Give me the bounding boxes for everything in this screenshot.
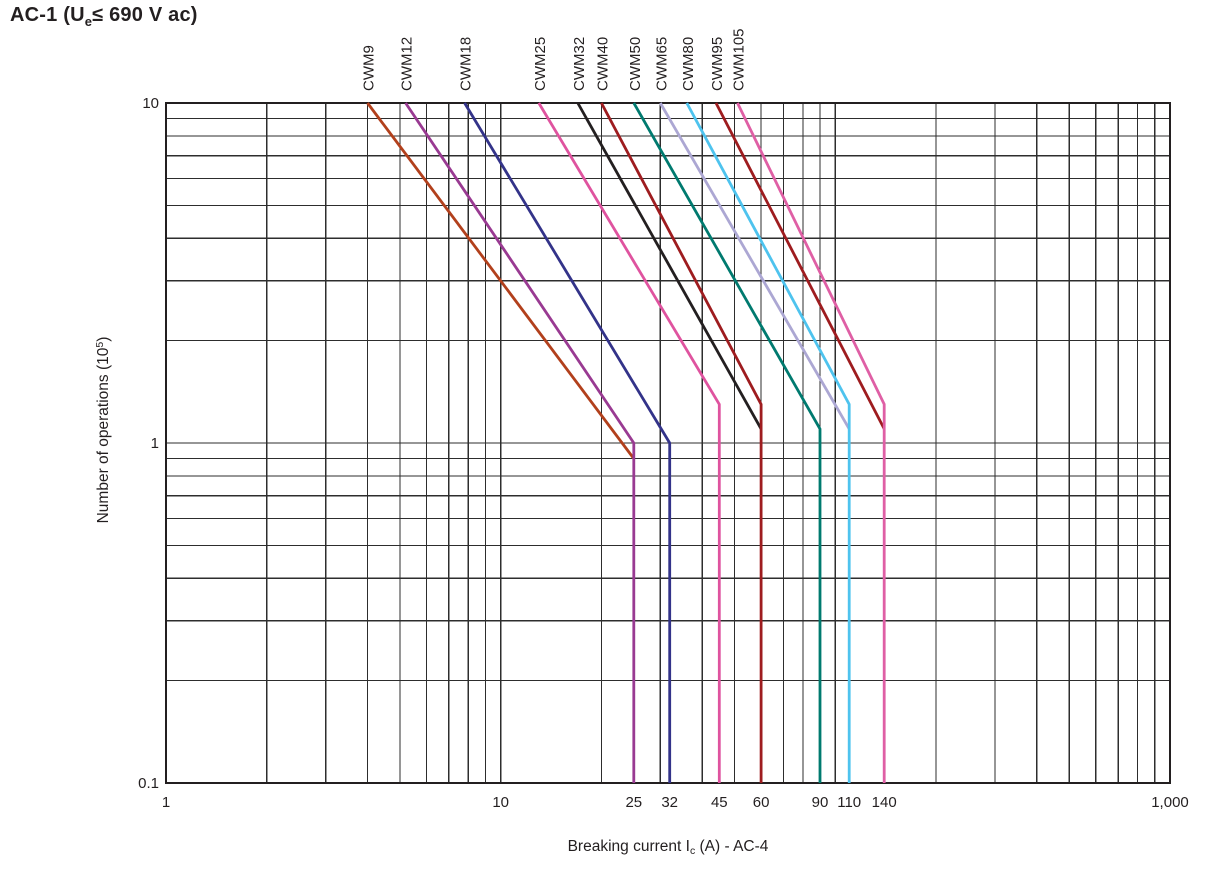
series-label-CWM80: CWM80 [680, 37, 697, 91]
series-label-CWM50: CWM50 [627, 37, 644, 91]
series-label-CWM9: CWM9 [361, 45, 378, 91]
curve-CWM65 [659, 102, 851, 430]
series-label-CWM12: CWM12 [399, 37, 416, 91]
chart-title: AC-1 (Ue≤ 690 V ac) [10, 4, 198, 29]
curve-CWM12 [404, 102, 636, 783]
curve-CWM40 [600, 102, 763, 783]
curve-CWM32 [576, 102, 763, 430]
x-tick-label-32: 32 [661, 794, 678, 811]
chart-title-pre: AC-1 (U [10, 4, 85, 26]
y-axis-title: Number of operations (105) [94, 337, 112, 524]
x-tick-label-45: 45 [711, 794, 728, 811]
series-label-CWM25: CWM25 [532, 37, 549, 91]
x-tick-label-90: 90 [812, 794, 829, 811]
x-tick-label-10: 10 [492, 794, 509, 811]
curve-CWM18 [463, 102, 672, 783]
curve-CWM80 [685, 102, 851, 783]
x-tick-label-25: 25 [625, 794, 642, 811]
x-tick-label-110: 110 [837, 794, 861, 811]
curve-CWM95 [714, 102, 886, 430]
series-label-CWM65: CWM65 [653, 37, 670, 91]
x-tick-label-1000: 1,000 [1151, 794, 1189, 811]
series-label-CWM40: CWM40 [594, 37, 611, 91]
x-tick-label-60: 60 [753, 794, 770, 811]
series-label-CWM32: CWM32 [571, 37, 588, 91]
x-tick-label-140: 140 [872, 794, 897, 811]
y-tick-label-1: 1 [151, 435, 159, 452]
curve-CWM105 [736, 102, 886, 783]
gridlines [166, 103, 1170, 783]
series-label-CWM105: CWM105 [731, 28, 748, 91]
x-axis-title: Breaking current Ic (A) - AC-4 [568, 838, 769, 857]
chart-title-subscript: e [84, 14, 93, 29]
series-label-CWM95: CWM95 [709, 37, 726, 91]
curve-CWM50 [632, 102, 822, 783]
plot-border [165, 102, 1171, 784]
chart-title-post: ≤ 690 V ac) [92, 4, 198, 26]
y-tick-label-0_1: 0.1 [138, 775, 159, 792]
series-label-CWM18: CWM18 [458, 37, 475, 91]
x-tick-label-1: 1 [162, 794, 170, 811]
curve-CWM25 [537, 102, 721, 783]
curve-CWM9 [366, 102, 635, 460]
y-tick-label-10: 10 [142, 95, 159, 112]
